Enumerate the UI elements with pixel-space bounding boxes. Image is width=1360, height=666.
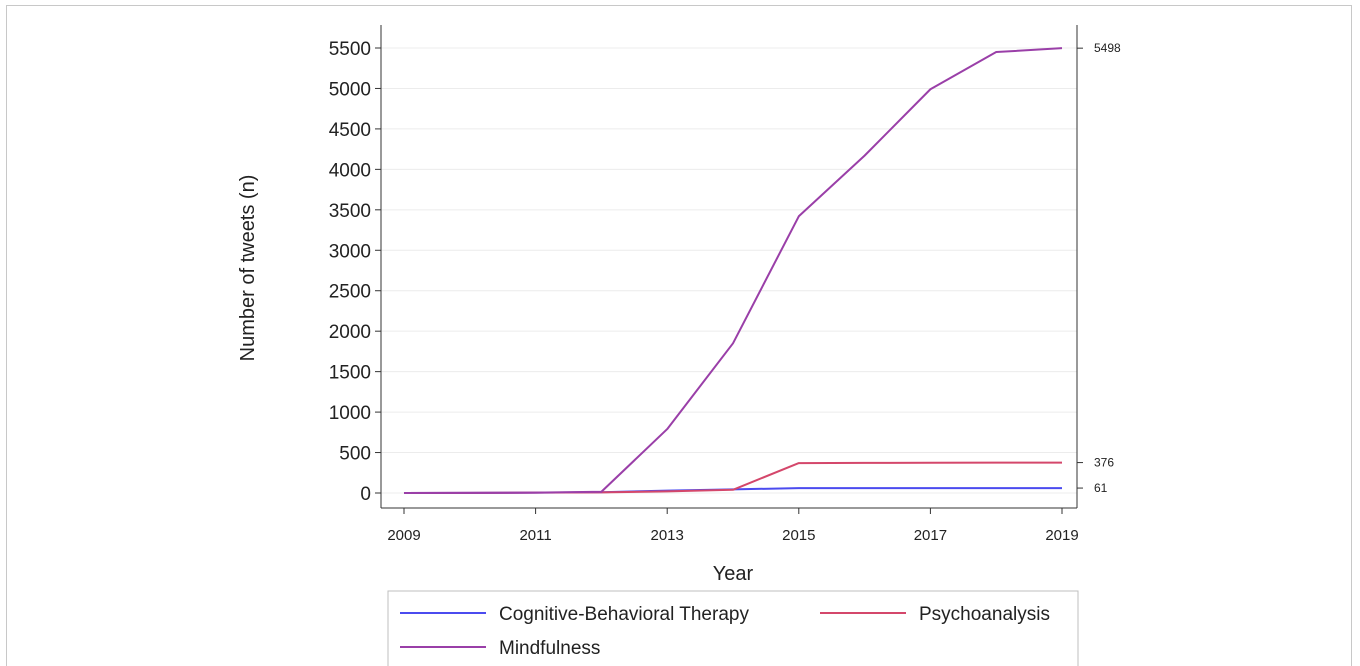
end-label: 376 bbox=[1094, 456, 1114, 470]
y-ticks: 0 500 1000 1500 2000 2500 3000 3500 4000 4500 5000… bbox=[329, 39, 381, 505]
end-label: 61 bbox=[1094, 481, 1108, 495]
legend-label-psychoanalysis: Psychoanalysis bbox=[919, 604, 1050, 625]
y-tick-label: 1500 bbox=[329, 363, 371, 384]
y-tick-label: 4000 bbox=[329, 160, 371, 181]
end-labels: 61 376 5498 bbox=[1077, 41, 1121, 495]
y-tick-label: 4500 bbox=[329, 120, 371, 141]
y-tick-label: 2500 bbox=[329, 282, 371, 303]
y-tick-label: 2000 bbox=[329, 322, 371, 343]
legend-label-cbt: Cognitive-Behavioral Therapy bbox=[499, 604, 749, 625]
x-tick-label: 2013 bbox=[651, 527, 684, 544]
x-tick-label: 2011 bbox=[519, 527, 551, 544]
x-tick-label: 2015 bbox=[782, 527, 815, 544]
y-axis-title: Number of tweets (n) bbox=[237, 175, 259, 362]
y-tick-label: 5500 bbox=[329, 39, 371, 60]
y-tick-label: 500 bbox=[339, 444, 371, 465]
legend-box bbox=[387, 590, 1079, 666]
x-axis-title: Year bbox=[713, 563, 754, 585]
end-label: 5498 bbox=[1094, 41, 1121, 55]
grid-lines bbox=[381, 47, 1077, 494]
x-tick-label: 2017 bbox=[914, 527, 947, 544]
legend-label-mindfulness: Mindfulness bbox=[499, 638, 600, 659]
y-tick-label: 0 bbox=[360, 484, 371, 505]
y-tick-label: 3500 bbox=[329, 201, 371, 222]
y-tick-label: 5000 bbox=[329, 79, 371, 100]
series-line-mindfulness bbox=[403, 47, 1063, 494]
y-tick-label: 1000 bbox=[329, 403, 371, 424]
series-lines bbox=[403, 47, 1063, 494]
y-tick-label: 3000 bbox=[329, 241, 371, 262]
legend: Cognitive-Behavioral Therapy Psychoanaly… bbox=[387, 590, 1079, 666]
x-tick-label: 2009 bbox=[387, 527, 420, 544]
figure-frame bbox=[6, 5, 1352, 666]
x-tick-label: 2019 bbox=[1045, 527, 1078, 544]
axes bbox=[380, 25, 1078, 509]
x-ticks: 2009 2011 2013 2015 2017 2019 bbox=[387, 508, 1079, 544]
